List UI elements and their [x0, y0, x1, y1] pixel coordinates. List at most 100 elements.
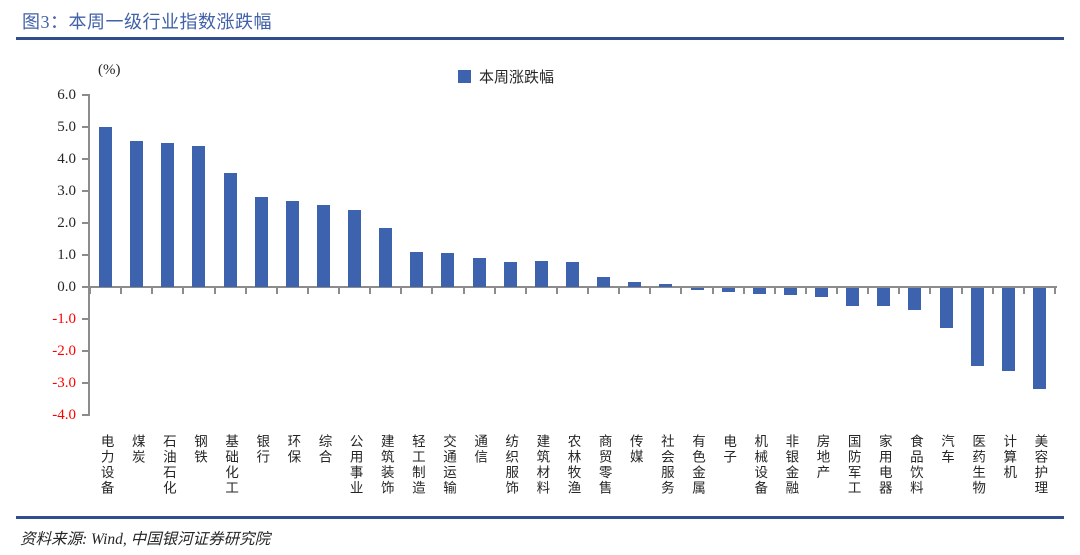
bar [223, 173, 237, 287]
category-label: 石油石化 [160, 434, 176, 496]
bar [597, 277, 611, 287]
bar [130, 141, 144, 287]
x-axis-line [88, 286, 1057, 288]
category-label: 基础化工 [223, 434, 239, 496]
bar [908, 288, 922, 310]
x-tick [898, 288, 901, 294]
x-tick [213, 288, 216, 294]
x-tick [587, 288, 590, 294]
category-label: 电力设备 [98, 434, 114, 496]
legend: 本周涨跌幅 [458, 66, 554, 87]
category-label: 有色金属 [690, 434, 706, 496]
bar [659, 283, 673, 287]
bar [752, 288, 766, 294]
x-tick [960, 288, 963, 294]
category-label: 商贸零售 [596, 434, 612, 496]
bar [1001, 288, 1015, 372]
category-label: 电子 [721, 434, 737, 465]
x-tick [89, 288, 91, 294]
bar [721, 288, 735, 292]
axis-unit-label: (%) [98, 62, 121, 78]
y-tick [82, 286, 89, 288]
category-label: 非银金融 [783, 434, 799, 496]
x-tick [867, 288, 870, 294]
y-tick [82, 318, 89, 320]
category-label: 国防军工 [845, 434, 861, 496]
bar [690, 288, 704, 290]
y-tick [82, 126, 89, 128]
y-tick-label: 5.0 [57, 119, 76, 135]
x-tick [773, 288, 776, 294]
x-tick [649, 288, 652, 294]
y-tick [82, 382, 89, 384]
category-label: 交通运输 [440, 434, 456, 496]
category-label: 银行 [254, 434, 270, 465]
y-tick-label: 3.0 [57, 183, 76, 199]
x-tick [836, 288, 839, 294]
bar [877, 288, 891, 306]
y-tick-label: 2.0 [57, 215, 76, 231]
category-label: 建筑装饰 [378, 434, 394, 496]
category-label: 机械设备 [752, 434, 768, 496]
bar [783, 288, 797, 296]
x-tick [431, 288, 434, 294]
y-tick [82, 350, 89, 352]
bar [99, 127, 113, 287]
category-label: 环保 [285, 434, 301, 465]
x-tick [151, 288, 154, 294]
category-label: 社会服务 [658, 434, 674, 496]
source-note: 资料来源: Wind, 中国银河证券研究院 [20, 531, 271, 548]
y-tick [82, 254, 89, 256]
bar [192, 146, 206, 287]
bar [379, 227, 393, 287]
category-label: 房地产 [814, 434, 830, 481]
x-tick [338, 288, 341, 294]
category-label: 轻工制造 [409, 434, 425, 496]
category-label: 美容护理 [1032, 434, 1048, 496]
x-tick [275, 288, 278, 294]
y-tick-label: -2.0 [52, 343, 76, 359]
y-tick [82, 414, 89, 416]
bar [285, 200, 299, 287]
category-label: 食品饮料 [907, 434, 923, 496]
x-tick [711, 288, 714, 294]
bar [566, 262, 579, 287]
y-tick-label: 1.0 [57, 247, 76, 263]
x-tick [182, 288, 185, 294]
x-tick [680, 288, 683, 294]
figure-title: 图3：本周一级行业指数涨跌幅 [22, 12, 272, 32]
x-tick [369, 288, 372, 294]
bar [161, 143, 175, 287]
x-tick [804, 288, 807, 294]
category-label: 医药生物 [970, 434, 986, 496]
y-tick [82, 94, 89, 96]
x-tick [524, 288, 527, 294]
y-tick-label: -1.0 [52, 311, 76, 327]
y-tick-label: 0.0 [57, 279, 76, 295]
x-tick [618, 288, 621, 294]
x-tick [400, 288, 403, 294]
x-tick [1022, 288, 1025, 294]
legend-label: 本周涨跌幅 [479, 70, 555, 86]
category-label: 家用电器 [876, 434, 892, 496]
category-label: 汽车 [939, 434, 955, 465]
category-label: 纺织服饰 [503, 434, 519, 496]
category-label: 公用事业 [347, 434, 363, 496]
bar [815, 288, 829, 297]
title-divider [16, 37, 1064, 40]
category-label: 建筑材料 [534, 434, 550, 496]
y-tick-label: -3.0 [52, 375, 76, 391]
y-tick-label: -4.0 [52, 407, 76, 423]
bar [628, 282, 642, 287]
legend-swatch [458, 70, 471, 83]
bar [472, 258, 486, 287]
x-tick [306, 288, 309, 294]
bottom-divider [16, 516, 1064, 519]
bar [441, 253, 455, 287]
bar [846, 288, 860, 306]
x-tick [742, 288, 745, 294]
x-tick [462, 288, 465, 294]
y-tick-label: 6.0 [57, 87, 76, 103]
